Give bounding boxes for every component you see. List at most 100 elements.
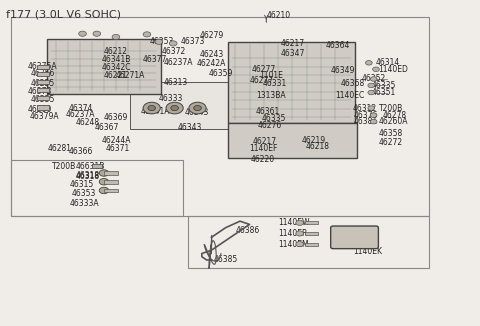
Text: 46276: 46276 bbox=[258, 121, 282, 130]
Text: 46315: 46315 bbox=[70, 181, 94, 189]
Circle shape bbox=[166, 102, 183, 114]
Circle shape bbox=[143, 32, 151, 37]
Bar bbox=[37, 65, 49, 69]
Text: 46369: 46369 bbox=[104, 113, 128, 122]
Bar bbox=[104, 188, 118, 192]
Bar bbox=[305, 232, 318, 235]
Text: 46335: 46335 bbox=[262, 114, 286, 123]
Text: 46221: 46221 bbox=[104, 71, 128, 80]
Circle shape bbox=[143, 102, 160, 114]
Bar bbox=[37, 88, 49, 92]
Circle shape bbox=[148, 106, 156, 111]
Text: 46314: 46314 bbox=[376, 58, 400, 67]
Text: 46351: 46351 bbox=[371, 88, 396, 97]
FancyBboxPatch shape bbox=[331, 226, 378, 249]
Text: 46353: 46353 bbox=[72, 189, 96, 198]
Text: 46341B: 46341B bbox=[102, 55, 131, 64]
Text: 1101E: 1101E bbox=[259, 71, 283, 80]
Bar bbox=[305, 221, 318, 224]
Text: 46372: 46372 bbox=[161, 47, 185, 56]
Text: 46333: 46333 bbox=[159, 94, 183, 103]
Text: 46248: 46248 bbox=[75, 118, 99, 127]
Text: 46385: 46385 bbox=[214, 256, 238, 264]
Circle shape bbox=[368, 83, 374, 88]
Text: 46218: 46218 bbox=[306, 142, 330, 151]
Circle shape bbox=[296, 242, 303, 247]
Circle shape bbox=[169, 41, 177, 46]
Circle shape bbox=[112, 34, 120, 39]
Text: T200B: T200B bbox=[52, 162, 77, 171]
Circle shape bbox=[365, 61, 372, 65]
Text: 46318: 46318 bbox=[75, 172, 99, 181]
Text: 46237A: 46237A bbox=[66, 110, 96, 119]
Text: 46321: 46321 bbox=[352, 226, 376, 235]
Text: 46364: 46364 bbox=[326, 41, 350, 51]
Text: 46386: 46386 bbox=[235, 226, 260, 235]
Text: 46375A: 46375A bbox=[28, 62, 57, 70]
Text: 46242A: 46242A bbox=[197, 59, 227, 68]
Text: 46343: 46343 bbox=[185, 109, 209, 117]
Bar bbox=[37, 72, 49, 76]
Text: 46318: 46318 bbox=[75, 171, 99, 180]
Text: 1140EW: 1140EW bbox=[279, 218, 310, 227]
Text: 46217: 46217 bbox=[281, 39, 305, 48]
Bar bbox=[104, 180, 118, 184]
Text: f177 (3.0L V6 SOHC): f177 (3.0L V6 SOHC) bbox=[6, 9, 121, 20]
Text: 46281: 46281 bbox=[48, 144, 72, 153]
Text: 46220: 46220 bbox=[251, 155, 275, 164]
Text: 46312: 46312 bbox=[352, 104, 376, 112]
Text: 1140ED: 1140ED bbox=[378, 66, 408, 74]
Bar bbox=[305, 243, 318, 246]
Circle shape bbox=[194, 106, 201, 111]
Text: 46631B: 46631B bbox=[75, 162, 105, 171]
Text: T200B: T200B bbox=[379, 104, 404, 113]
Circle shape bbox=[155, 39, 163, 44]
Bar bbox=[37, 96, 49, 100]
Bar bbox=[92, 164, 102, 168]
Text: 46341A: 46341A bbox=[141, 107, 170, 116]
Circle shape bbox=[296, 231, 303, 236]
Text: 46243: 46243 bbox=[199, 50, 224, 59]
Text: 46378: 46378 bbox=[28, 87, 52, 96]
Text: 46278: 46278 bbox=[382, 111, 407, 120]
FancyBboxPatch shape bbox=[130, 82, 235, 129]
Text: 46347: 46347 bbox=[281, 49, 305, 58]
Circle shape bbox=[370, 119, 377, 124]
Text: 46371: 46371 bbox=[106, 144, 130, 153]
Text: 46367: 46367 bbox=[95, 123, 119, 132]
Circle shape bbox=[99, 170, 109, 176]
Text: 46353: 46353 bbox=[149, 37, 174, 46]
Circle shape bbox=[189, 102, 206, 114]
Text: 1140EM: 1140EM bbox=[279, 240, 309, 249]
Text: 46333A: 46333A bbox=[70, 199, 99, 208]
Text: 46277: 46277 bbox=[252, 65, 276, 74]
Text: 1313BA: 1313BA bbox=[257, 91, 287, 100]
Text: 46279: 46279 bbox=[199, 31, 224, 40]
Text: 46379A: 46379A bbox=[30, 112, 60, 121]
Bar bbox=[104, 171, 118, 175]
Text: 46355: 46355 bbox=[31, 95, 55, 104]
Text: 46356: 46356 bbox=[31, 69, 55, 78]
Text: 46376: 46376 bbox=[354, 111, 378, 120]
Circle shape bbox=[370, 113, 377, 117]
Text: 46352: 46352 bbox=[362, 74, 386, 83]
Text: 46244A: 46244A bbox=[102, 136, 131, 145]
FancyBboxPatch shape bbox=[228, 123, 357, 158]
FancyBboxPatch shape bbox=[47, 38, 161, 94]
Circle shape bbox=[93, 31, 101, 36]
FancyBboxPatch shape bbox=[228, 42, 355, 123]
Text: 46373: 46373 bbox=[180, 37, 205, 46]
Text: 46260A: 46260A bbox=[378, 117, 408, 126]
Text: 46331: 46331 bbox=[263, 79, 287, 88]
Circle shape bbox=[99, 179, 109, 185]
Text: 46260: 46260 bbox=[28, 105, 52, 114]
Circle shape bbox=[171, 106, 179, 111]
Text: 46377: 46377 bbox=[142, 55, 167, 64]
Circle shape bbox=[368, 90, 374, 95]
Text: 46342C: 46342C bbox=[102, 63, 131, 72]
Text: 46366: 46366 bbox=[68, 147, 93, 156]
Circle shape bbox=[372, 67, 379, 71]
Text: 46358: 46358 bbox=[378, 129, 403, 138]
Text: 46335: 46335 bbox=[371, 81, 396, 90]
Text: 1140EF: 1140EF bbox=[250, 144, 278, 153]
